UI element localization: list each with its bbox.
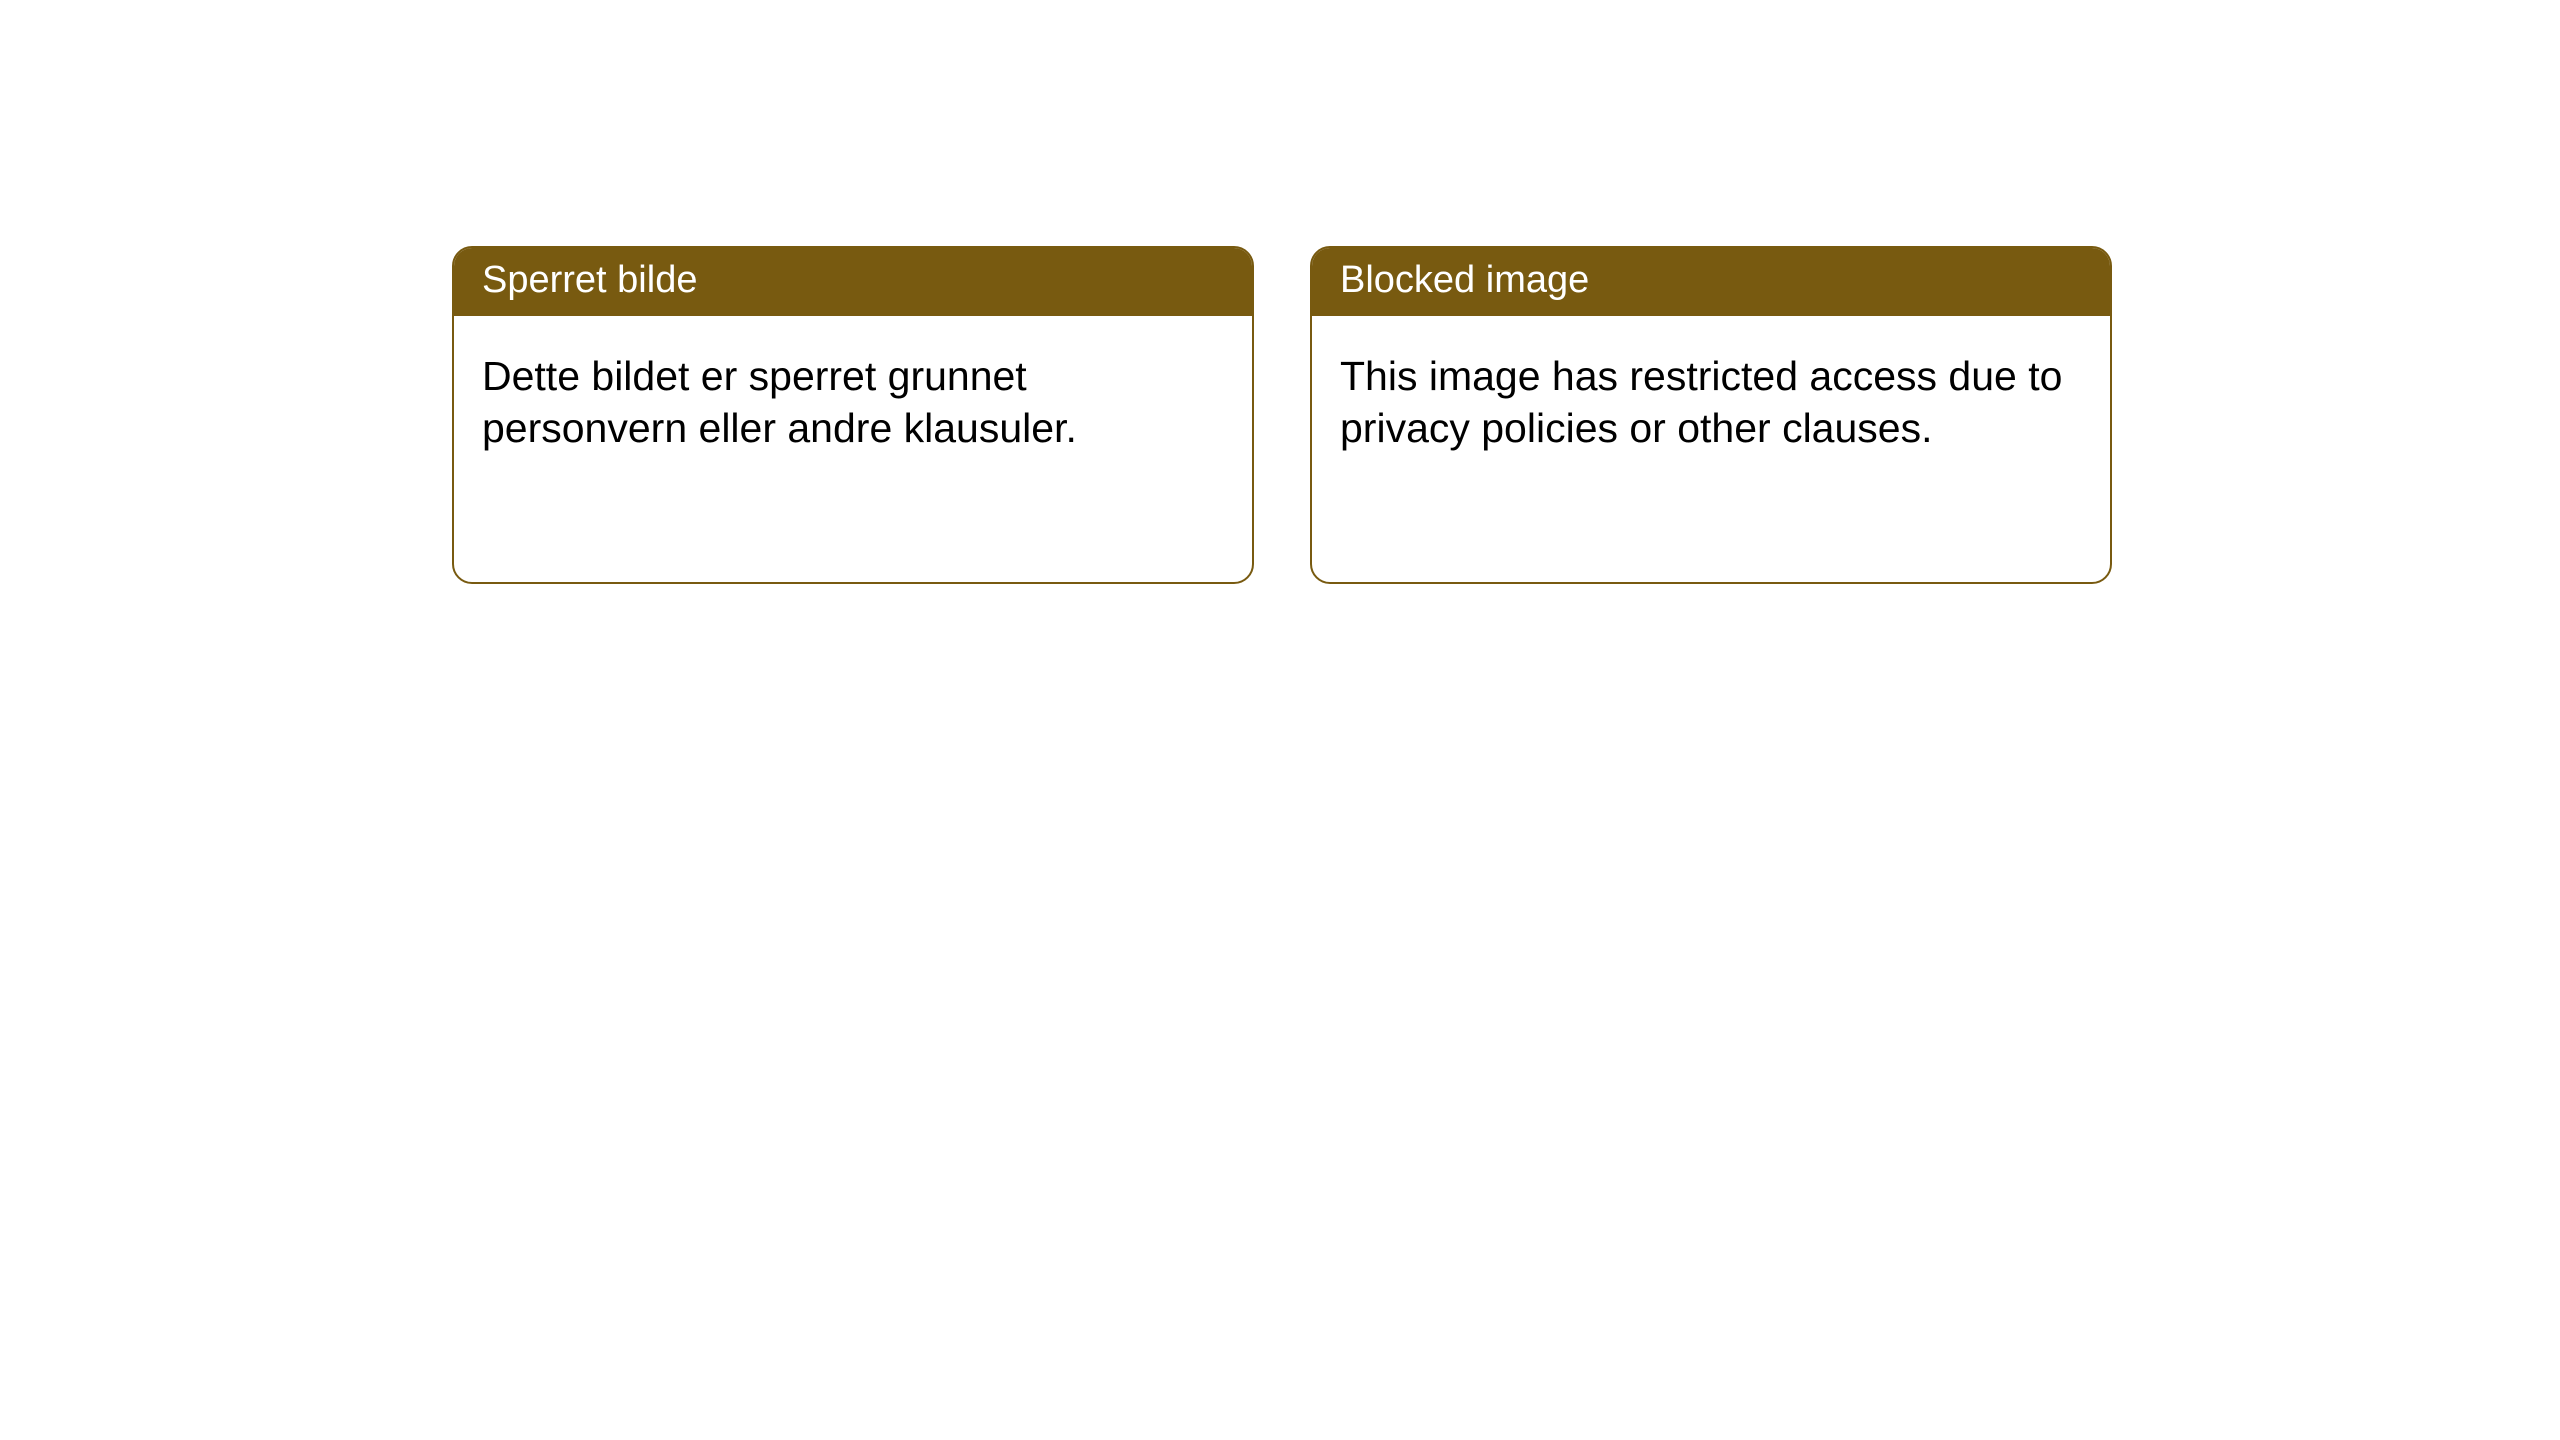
card-header: Blocked image [1312, 248, 2110, 316]
card-message: This image has restricted access due to … [1340, 353, 2062, 451]
card-body: This image has restricted access due to … [1312, 316, 2110, 489]
notice-card-norwegian: Sperret bilde Dette bildet er sperret gr… [452, 246, 1254, 584]
card-body: Dette bildet er sperret grunnet personve… [454, 316, 1252, 489]
card-title: Blocked image [1340, 259, 1589, 301]
notice-card-english: Blocked image This image has restricted … [1310, 246, 2112, 584]
card-message: Dette bildet er sperret grunnet personve… [482, 353, 1077, 451]
card-title: Sperret bilde [482, 259, 697, 301]
card-header: Sperret bilde [454, 248, 1252, 316]
notice-card-container: Sperret bilde Dette bildet er sperret gr… [452, 246, 2112, 584]
